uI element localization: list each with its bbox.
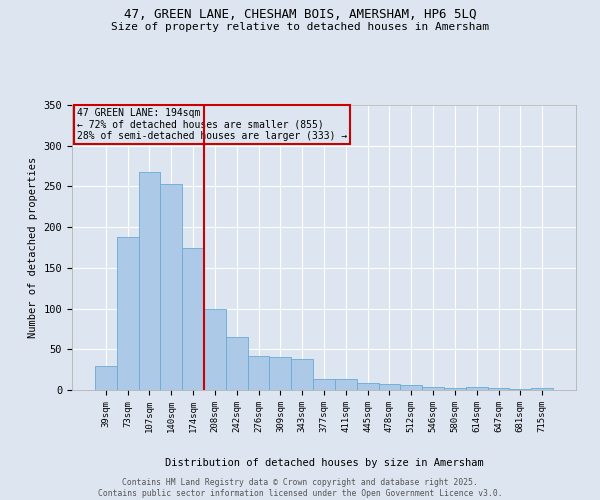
Bar <box>531 388 553 390</box>
Bar <box>444 388 466 390</box>
Bar <box>117 237 139 390</box>
Bar <box>400 385 422 390</box>
Bar <box>248 356 269 390</box>
Bar <box>509 389 531 390</box>
Bar <box>291 359 313 390</box>
Text: 47 GREEN LANE: 194sqm
← 72% of detached houses are smaller (855)
28% of semi-det: 47 GREEN LANE: 194sqm ← 72% of detached … <box>77 108 347 141</box>
Text: Size of property relative to detached houses in Amersham: Size of property relative to detached ho… <box>111 22 489 32</box>
Y-axis label: Number of detached properties: Number of detached properties <box>28 157 38 338</box>
Text: Distribution of detached houses by size in Amersham: Distribution of detached houses by size … <box>164 458 484 468</box>
Bar <box>139 172 160 390</box>
Bar <box>204 308 226 390</box>
Bar <box>466 386 488 390</box>
Bar <box>379 384 400 390</box>
Bar <box>488 388 509 390</box>
Text: 47, GREEN LANE, CHESHAM BOIS, AMERSHAM, HP6 5LQ: 47, GREEN LANE, CHESHAM BOIS, AMERSHAM, … <box>124 8 476 20</box>
Text: Contains HM Land Registry data © Crown copyright and database right 2025.
Contai: Contains HM Land Registry data © Crown c… <box>98 478 502 498</box>
Bar <box>335 380 357 390</box>
Bar <box>95 366 117 390</box>
Bar <box>182 248 204 390</box>
Bar <box>269 358 291 390</box>
Bar <box>160 184 182 390</box>
Bar <box>226 337 248 390</box>
Bar <box>422 386 444 390</box>
Bar <box>357 384 379 390</box>
Bar <box>313 380 335 390</box>
